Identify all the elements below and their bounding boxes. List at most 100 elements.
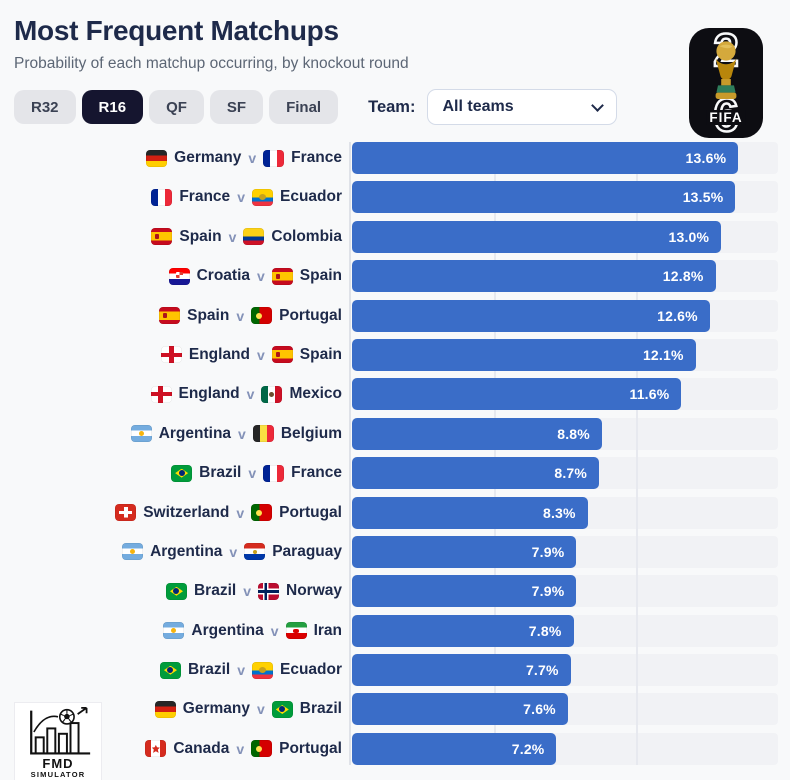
tab-final[interactable]: Final bbox=[269, 90, 339, 124]
matchup-label: Germany v France bbox=[0, 149, 352, 167]
probability-bar[interactable]: 7.8% bbox=[352, 614, 574, 647]
probability-bar[interactable]: 7.9% bbox=[352, 535, 577, 568]
probability-bar[interactable]: 7.7% bbox=[352, 654, 571, 687]
pt-flag-icon bbox=[251, 504, 273, 522]
team1-name: Brazil bbox=[193, 582, 237, 600]
probability-bar[interactable]: 8.3% bbox=[352, 496, 588, 529]
tab-r32[interactable]: R32 bbox=[14, 90, 76, 124]
team1-name: Germany bbox=[182, 700, 250, 718]
tab-sf[interactable]: SF bbox=[209, 90, 264, 124]
team2-name: Norway bbox=[286, 582, 342, 600]
matchup-label: Brazil v Norway bbox=[0, 582, 352, 600]
team1-name: Argentina bbox=[158, 424, 232, 442]
team2-name: Ecuador bbox=[279, 661, 342, 679]
vs-separator: v bbox=[257, 346, 265, 363]
vs-separator: v bbox=[257, 268, 265, 285]
matchup-label: Germany v Brazil bbox=[0, 700, 352, 718]
team1-name: Brazil bbox=[199, 464, 242, 482]
mx-flag-icon bbox=[261, 385, 283, 403]
matchup-row: Argentina v Belgium 8.8% bbox=[0, 417, 790, 450]
ar-flag-icon bbox=[130, 425, 152, 443]
team2-name: Portugal bbox=[279, 503, 342, 521]
gridline-5 bbox=[494, 142, 496, 765]
fr-flag-icon bbox=[263, 149, 285, 167]
probability-bar[interactable]: 7.9% bbox=[352, 575, 577, 608]
chevron-down-icon bbox=[591, 98, 605, 112]
bar-track-area: 7.7% bbox=[352, 654, 778, 687]
be-flag-icon bbox=[252, 425, 274, 443]
no-flag-icon bbox=[258, 582, 279, 600]
team2-name: Mexico bbox=[289, 385, 342, 403]
bar-track-area: 13.0% bbox=[352, 220, 778, 253]
bar-value-label: 13.5% bbox=[682, 189, 724, 206]
probability-bar[interactable]: 7.2% bbox=[352, 732, 557, 765]
co-flag-icon bbox=[243, 228, 265, 246]
matchup-label: England v Spain bbox=[0, 346, 352, 364]
probability-bar[interactable]: 7.6% bbox=[352, 693, 568, 726]
probability-bar[interactable]: 8.7% bbox=[352, 457, 600, 490]
tab-r16[interactable]: R16 bbox=[81, 90, 144, 124]
bar-track-area: 12.6% bbox=[352, 299, 778, 332]
matchup-row: Croatia v Spain 12.8% bbox=[0, 260, 790, 293]
arrow-up-icon bbox=[77, 707, 88, 715]
bar-value-label: 11.6% bbox=[629, 386, 670, 403]
matchup-label: Croatia v Spain bbox=[0, 267, 352, 285]
matchup-label: Canada v Portugal bbox=[0, 740, 352, 758]
team2-name: Belgium bbox=[280, 424, 342, 442]
team-select[interactable]: All teams bbox=[427, 89, 618, 125]
fr-flag-icon bbox=[151, 188, 173, 206]
matchup-label: Spain v Portugal bbox=[0, 307, 352, 325]
team1-name: Germany bbox=[174, 149, 242, 166]
team1-name: Argentina bbox=[191, 621, 264, 639]
matchup-label: Argentina v Paraguay bbox=[0, 543, 352, 561]
team1-name: France bbox=[179, 188, 231, 206]
bar-track-area: 8.3% bbox=[352, 496, 778, 529]
br-flag-icon bbox=[159, 661, 181, 679]
matchup-label: Brazil v Ecuador bbox=[0, 661, 352, 679]
bar-track-area: 13.6% bbox=[352, 142, 778, 174]
round-tabs: R32 R16 QF SF Final bbox=[14, 90, 344, 124]
matchup-row: Switzerland v Portugal 8.3% bbox=[0, 496, 790, 529]
vs-separator: v bbox=[236, 504, 245, 521]
probability-bar[interactable]: 12.8% bbox=[352, 260, 716, 293]
probability-bar[interactable]: 12.1% bbox=[352, 338, 696, 371]
simulator-label: SIMULATOR bbox=[30, 770, 86, 779]
bar-value-label: 7.8% bbox=[528, 622, 562, 639]
py-flag-icon bbox=[244, 543, 266, 561]
pt-flag-icon bbox=[251, 740, 273, 758]
fmd-simulator-watermark: FMD SIMULATOR bbox=[14, 702, 102, 780]
team2-name: Iran bbox=[313, 621, 342, 639]
br-flag-icon bbox=[171, 464, 193, 482]
vs-separator: v bbox=[236, 740, 245, 757]
matchup-label: Brazil v France bbox=[0, 464, 352, 482]
matchup-row: Argentina v Paraguay 7.9% bbox=[0, 535, 790, 568]
fifa-logo-text: FIFA bbox=[706, 110, 746, 125]
controls-bar: R32 R16 QF SF Final Team: All teams bbox=[14, 89, 790, 125]
matchup-row: Germany v Brazil 7.6% bbox=[0, 693, 790, 726]
bar-value-label: 12.8% bbox=[662, 268, 704, 285]
fifa-world-cup-26-logo: 2 6 FIFA bbox=[689, 26, 763, 139]
team-select-value: All teams bbox=[442, 98, 514, 115]
bar-value-label: 8.8% bbox=[557, 425, 590, 442]
probability-bar[interactable]: 13.5% bbox=[352, 181, 736, 214]
probability-bar[interactable]: 11.6% bbox=[352, 378, 682, 411]
vs-separator: v bbox=[256, 701, 265, 718]
tab-qf[interactable]: QF bbox=[149, 90, 204, 124]
team1-name: Spain bbox=[179, 227, 222, 245]
es-flag-icon bbox=[271, 267, 293, 285]
probability-bar[interactable]: 13.0% bbox=[352, 220, 722, 253]
probability-bar[interactable]: 8.8% bbox=[352, 417, 602, 450]
vs-separator: v bbox=[243, 583, 251, 600]
en-flag-icon bbox=[160, 346, 182, 364]
bar-value-label: 7.7% bbox=[525, 662, 559, 679]
chart-area: Germany v France 13.6% France v Ecuador 13.5% Sp… bbox=[0, 142, 790, 765]
trend-curve-icon bbox=[33, 715, 59, 733]
team2-name: Paraguay bbox=[272, 542, 342, 560]
bar-value-label: 7.9% bbox=[531, 543, 565, 560]
probability-bar[interactable]: 12.6% bbox=[352, 299, 710, 332]
de-flag-icon bbox=[146, 149, 168, 167]
bar-value-label: 8.3% bbox=[542, 504, 576, 521]
probability-bar[interactable]: 13.6% bbox=[352, 142, 739, 174]
bar-value-label: 7.9% bbox=[531, 583, 565, 600]
br-flag-icon bbox=[271, 700, 293, 718]
